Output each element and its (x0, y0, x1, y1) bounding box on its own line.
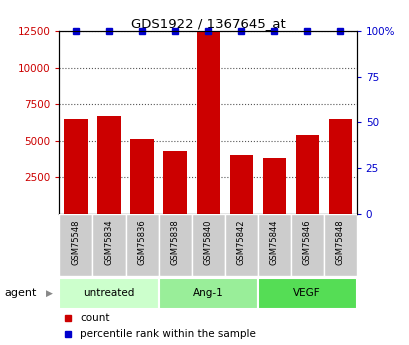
Bar (130, 139, 153, 214)
Bar (97, 116, 120, 214)
Bar (158, 278, 257, 309)
Bar (158, 214, 191, 276)
Bar (295, 135, 318, 214)
Text: GSM75842: GSM75842 (236, 219, 245, 265)
Bar (191, 214, 224, 276)
Bar (290, 214, 323, 276)
Bar (224, 214, 257, 276)
Bar (163, 151, 186, 214)
Text: GSM75840: GSM75840 (203, 219, 212, 265)
Text: GSM75838: GSM75838 (170, 219, 179, 265)
Text: GSM75834: GSM75834 (104, 219, 113, 265)
Text: GSM75548: GSM75548 (71, 219, 80, 265)
Text: GSM75844: GSM75844 (269, 219, 278, 265)
Text: GSM75848: GSM75848 (335, 219, 344, 265)
Text: VEGF: VEGF (292, 288, 320, 297)
Text: GSM75846: GSM75846 (302, 219, 311, 265)
Bar (59, 278, 158, 309)
Title: GDS1922 / 1367645_at: GDS1922 / 1367645_at (130, 17, 285, 30)
Text: agent: agent (4, 288, 36, 298)
Bar (328, 119, 351, 214)
Bar (125, 214, 158, 276)
Text: percentile rank within the sample: percentile rank within the sample (80, 329, 256, 339)
Bar (262, 158, 285, 214)
Bar (257, 278, 356, 309)
Bar (257, 214, 290, 276)
Bar (64, 119, 87, 214)
Text: ▶: ▶ (46, 289, 52, 298)
Bar (229, 155, 252, 214)
Bar (323, 214, 356, 276)
Text: GSM75836: GSM75836 (137, 219, 146, 265)
Text: count: count (80, 313, 110, 323)
Text: untreated: untreated (83, 288, 134, 297)
Bar (92, 214, 125, 276)
Bar (59, 214, 92, 276)
Text: Ang-1: Ang-1 (192, 288, 223, 297)
Bar (196, 31, 219, 214)
